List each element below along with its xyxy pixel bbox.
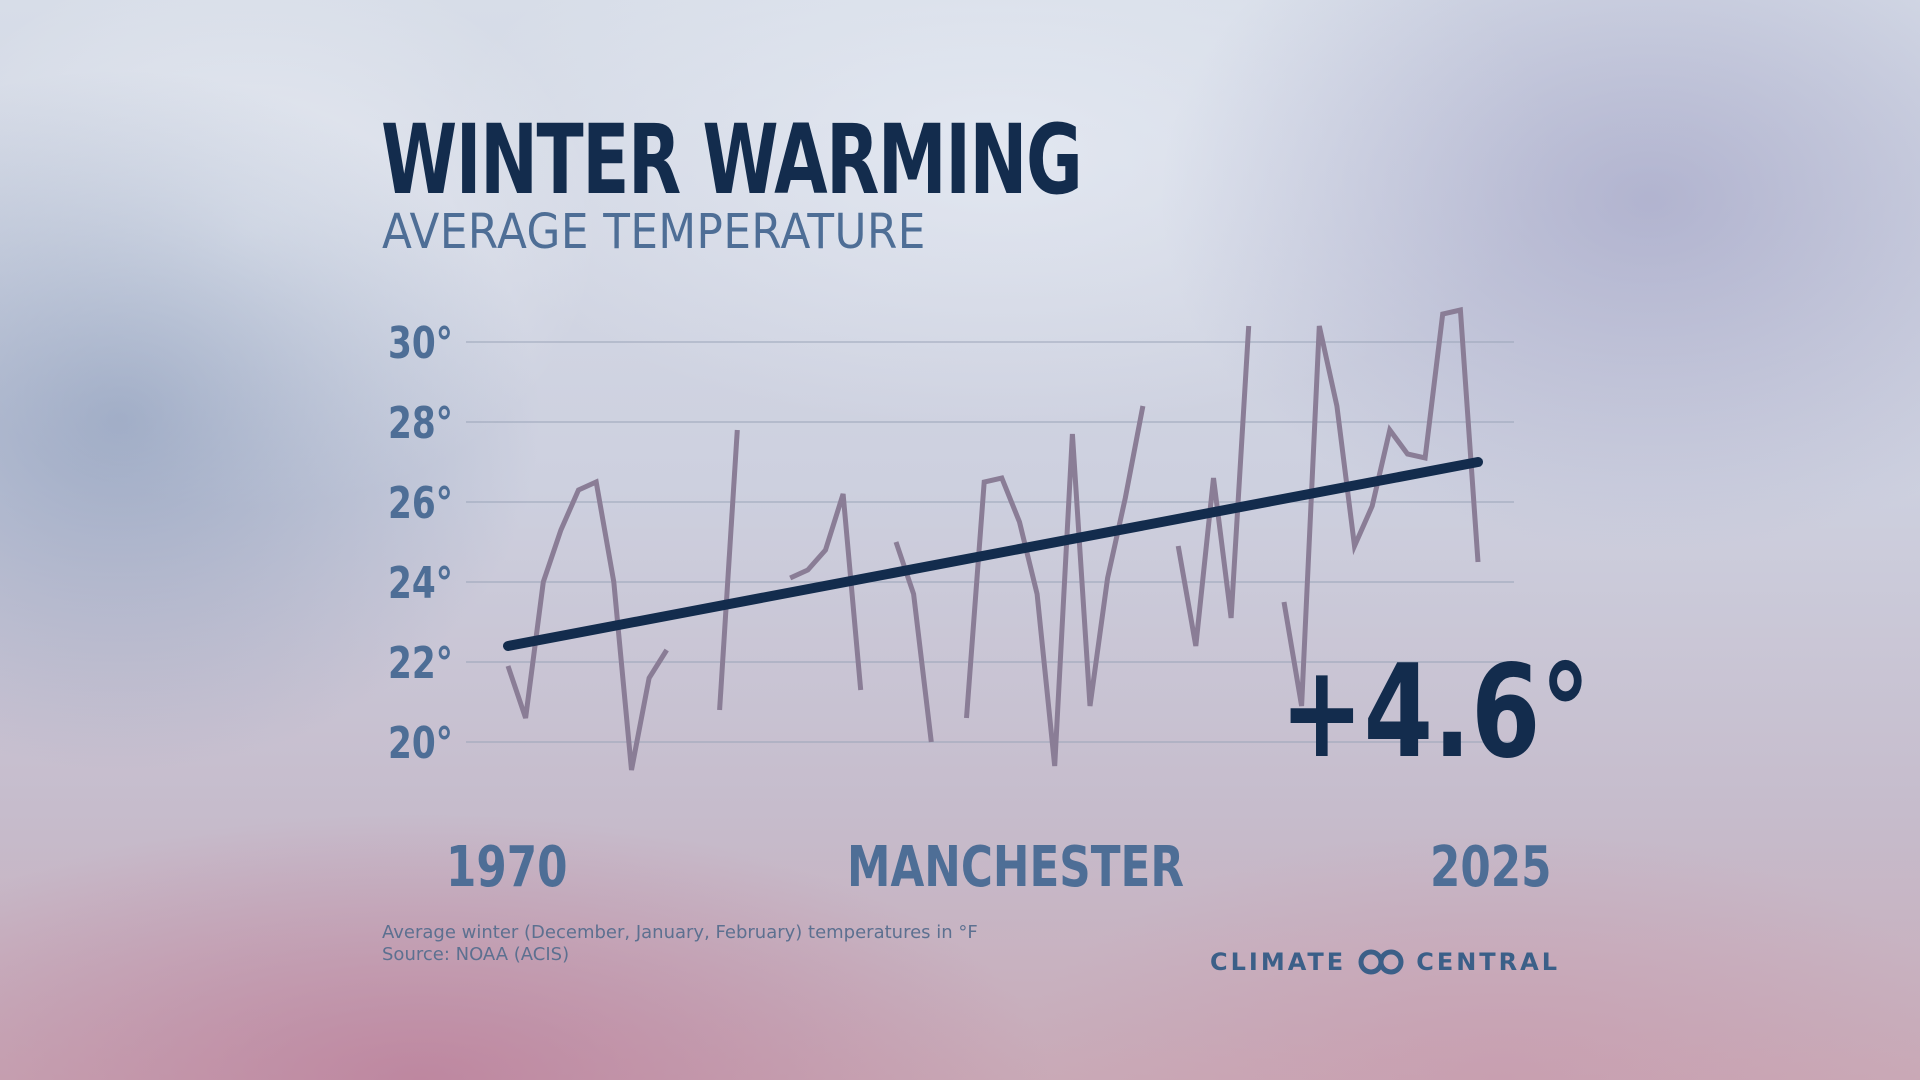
brand-name-right: CENTRAL	[1416, 948, 1561, 976]
y-tick-label: 28°	[388, 398, 453, 449]
series-line-segment	[505, 478, 669, 771]
y-tick-label: 26°	[388, 478, 453, 529]
brand-name-left: CLIMATE	[1210, 948, 1347, 976]
footnote: Average winter (December, January, Febru…	[382, 922, 978, 966]
footnote-description: Average winter (December, January, Febru…	[382, 922, 978, 943]
footnote-source: Source: NOAA (ACIS)	[382, 944, 570, 965]
x-axis-title: MANCHESTER	[847, 835, 1185, 900]
x-axis-end-label: 2025	[1430, 835, 1552, 900]
y-tick-label: 22°	[388, 638, 453, 689]
y-axis-ticks: 20° 22° 24° 26° 28° 30°	[388, 318, 453, 769]
y-tick-label: 30°	[388, 318, 453, 369]
series-line-segment	[964, 405, 1146, 767]
trend-line	[503, 457, 1483, 651]
temperature-change-label: +4.6°	[1280, 638, 1591, 787]
chart-subtitle: AVERAGE TEMPERATURE	[382, 204, 926, 260]
x-axis-start-label: 1970	[446, 835, 568, 900]
series-line-segment	[1175, 325, 1252, 647]
gridlines	[466, 341, 1514, 743]
temperature-series	[505, 306, 1481, 771]
trend-line-group	[503, 457, 1483, 651]
infinity-logo-icon	[1358, 949, 1404, 975]
brand-logo: CLIMATE CENTRAL	[1210, 944, 1560, 980]
series-line-segment	[893, 541, 934, 743]
chart-title: WINTER WARMING	[381, 104, 1083, 216]
y-tick-label: 20°	[388, 718, 453, 769]
series-line-segment	[789, 493, 864, 691]
series-line-segment	[1281, 306, 1481, 707]
series-line-segment	[717, 429, 740, 711]
y-tick-label: 24°	[388, 558, 453, 609]
